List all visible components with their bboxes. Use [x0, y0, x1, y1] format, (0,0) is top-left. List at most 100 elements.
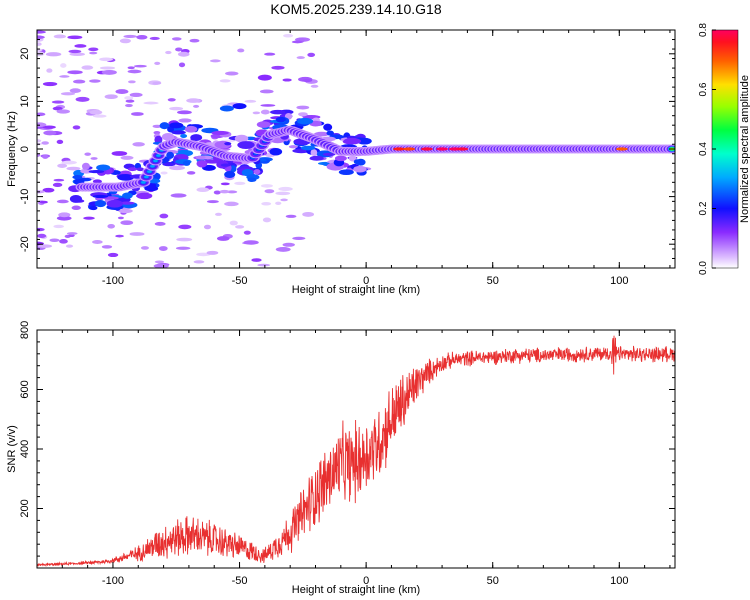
spectral-blob: [206, 200, 219, 204]
spectral-blob: [244, 99, 257, 103]
spectral-blob: [37, 139, 42, 143]
spectral-blob: [288, 145, 298, 149]
ridge-hotspot: [403, 147, 416, 151]
spectral-blob: [261, 201, 272, 206]
spectral-blob: [260, 104, 276, 107]
spectral-blob: [182, 160, 191, 166]
spectral-blob: [154, 260, 165, 264]
spectral-blob: [195, 155, 206, 160]
spectral-blob: [59, 239, 68, 244]
spectral-blob: [80, 168, 93, 174]
spectral-blob: [122, 192, 133, 199]
spectral-blob: [43, 130, 57, 136]
spectral-blob: [160, 171, 168, 175]
spectral-blob: [107, 252, 119, 258]
spectral-blob: [338, 169, 354, 176]
snr-panel: -100 -50 0 50 100 200 400 600 800 Height of stra…: [6, 321, 676, 596]
spectral-blob: [123, 34, 137, 39]
spectral-blob: [45, 52, 62, 57]
colorbar-gradient: [711, 29, 739, 269]
spectral-blob: [310, 149, 318, 156]
spectral-blob: [256, 121, 271, 128]
spectral-blob: [234, 134, 249, 143]
spectral-blob: [57, 163, 68, 168]
spectral-blob: [66, 232, 78, 235]
spectral-blob: [42, 187, 55, 193]
spectral-blob: [104, 94, 118, 100]
spectral-blob: [56, 199, 69, 204]
spectral-blob: [72, 174, 83, 180]
spectral-blob: [149, 36, 160, 40]
spectral-blob: [99, 57, 113, 62]
spectrogram-ylabel: Frequency (Hz): [6, 111, 18, 187]
spectral-blob: [37, 190, 46, 194]
snr-ytick-label: 200: [19, 499, 31, 517]
spectral-blob: [65, 244, 74, 248]
spectral-blob: [72, 125, 81, 130]
spectral-blob: [206, 250, 219, 255]
spectral-blob: [189, 38, 200, 43]
spectrogram-ytick-label: -20: [19, 236, 31, 252]
spectral-blob: [169, 122, 184, 129]
spectral-blob: [56, 139, 64, 144]
spectral-blob: [171, 130, 186, 135]
spectral-blob: [326, 130, 334, 136]
spectral-blob: [99, 66, 116, 70]
spectral-blob: [260, 184, 274, 188]
spectral-blob: [176, 237, 193, 242]
spectral-blob: [56, 109, 71, 114]
spectral-blob: [37, 42, 42, 46]
spectral-blob: [169, 165, 186, 171]
snr-xtick-label: 100: [610, 575, 628, 587]
spectral-blob: [92, 179, 102, 184]
spectral-blob: [90, 157, 98, 160]
spectral-blob: [170, 193, 187, 198]
spectral-blob: [357, 137, 372, 145]
spectral-blob: [101, 245, 113, 249]
spectral-blob: [107, 223, 115, 229]
spectral-blob: [348, 155, 357, 162]
snr-xtick-label: 50: [487, 575, 499, 587]
snr-ticks: -100 -50 0 50 100 200 400 600 800: [19, 321, 675, 587]
spectral-blob: [169, 106, 184, 111]
spectral-blob: [143, 101, 159, 105]
spectral-blob: [247, 177, 257, 182]
spectral-blob: [219, 105, 234, 112]
spectrogram-data: [37, 30, 675, 268]
spectral-blob: [136, 192, 153, 200]
spectral-blob: [343, 137, 362, 145]
spectral-blob: [81, 65, 94, 70]
spectral-blob: [259, 89, 274, 94]
spectral-blob: [117, 216, 124, 220]
spectral-blob: [51, 100, 65, 104]
spectral-blob: [37, 227, 45, 232]
snr-xtick-label: -50: [232, 575, 248, 587]
spectral-blob: [159, 122, 170, 130]
spectral-blob: [353, 165, 367, 173]
spectral-blob: [154, 61, 161, 65]
spectrogram-ytick-label: 10: [19, 95, 31, 107]
spectral-blob: [282, 242, 295, 247]
spectral-blob: [237, 141, 255, 149]
spectral-blob: [89, 51, 98, 55]
spectral-blob: [219, 79, 231, 83]
spectral-blob: [186, 98, 201, 103]
spectral-blob: [88, 170, 105, 174]
spectral-blob: [133, 64, 147, 68]
spectral-blob: [41, 141, 49, 145]
spectral-blob: [193, 260, 205, 264]
spectral-blob: [46, 68, 53, 73]
spectral-blob: [177, 51, 190, 57]
spectral-blob: [162, 161, 176, 167]
spectral-blob: [92, 240, 103, 245]
spectral-blob: [60, 92, 76, 96]
spectral-blob: [129, 92, 143, 97]
spectral-blob: [171, 37, 182, 41]
ridge-hotspot: [456, 147, 469, 151]
ridge-hotspot: [420, 147, 433, 151]
spectral-blob: [83, 216, 95, 220]
spectral-blob: [186, 171, 196, 175]
spectral-blob: [291, 40, 304, 44]
spectral-blob: [153, 131, 161, 135]
spectral-blob: [219, 189, 230, 194]
